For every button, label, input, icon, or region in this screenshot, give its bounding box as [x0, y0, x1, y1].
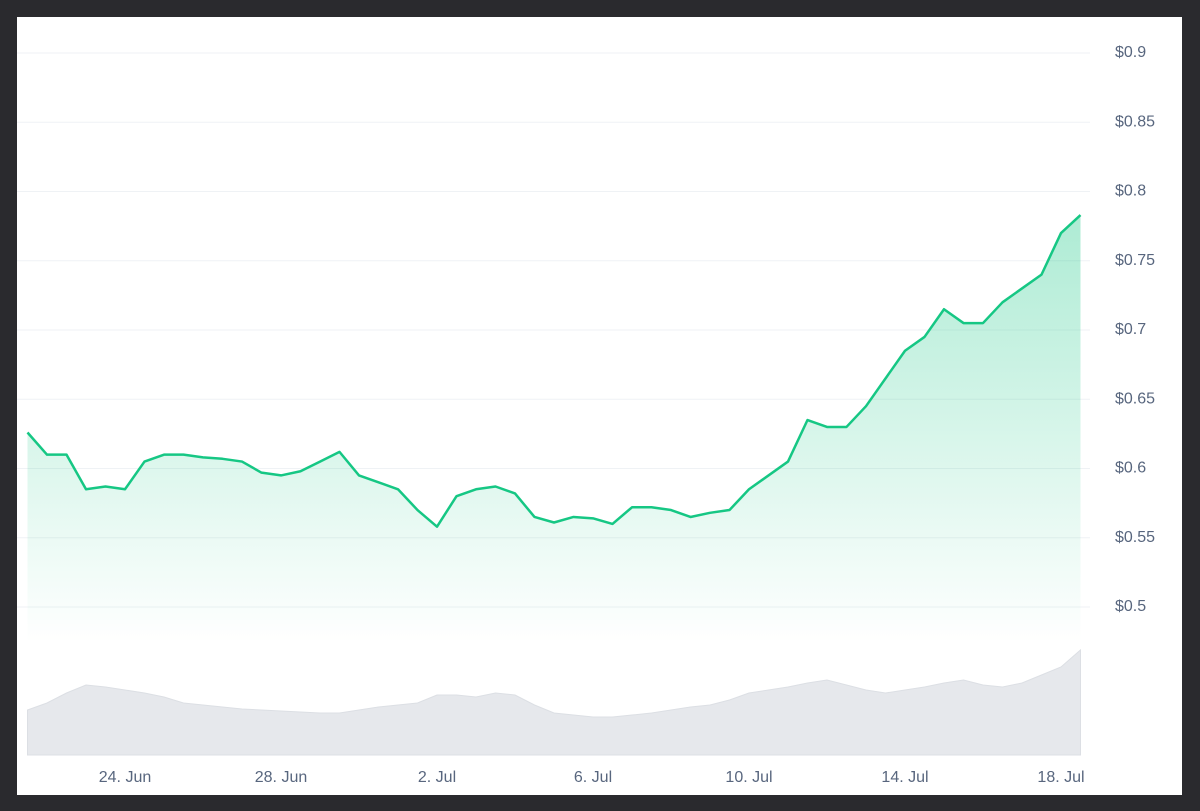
y-tick-label: $0.85 [1115, 113, 1155, 130]
y-tick-label: $0.65 [1115, 390, 1155, 407]
x-tick-label: 28. Jun [255, 769, 307, 786]
volume-area [27, 648, 1081, 756]
x-tick-label: 24. Jun [99, 769, 151, 786]
x-tick-label: 6. Jul [574, 769, 612, 786]
price-line [26, 214, 1082, 528]
y-tick-label: $0.5 [1115, 598, 1146, 615]
y-tick-label: $0.8 [1115, 183, 1146, 200]
y-tick-label: $0.6 [1115, 460, 1146, 477]
x-tick-label: 14. Jul [881, 769, 928, 786]
y-tick-label: $0.9 [1115, 44, 1146, 61]
x-tick-label: 2. Jul [418, 769, 456, 786]
y-tick-label: $0.7 [1115, 321, 1146, 338]
labels: $0.5 $0.55 $0.6 $0.65 $0.7 $0.75 $0.8 $0.85 $0.9… [99, 44, 1155, 786]
y-tick-label: $0.55 [1115, 529, 1155, 546]
x-tick-label: 18. Jul [1037, 769, 1084, 786]
price-area [27, 215, 1081, 643]
plot [26, 214, 1082, 756]
y-tick-label: $0.75 [1115, 252, 1155, 269]
x-tick-label: 10. Jul [725, 769, 772, 786]
